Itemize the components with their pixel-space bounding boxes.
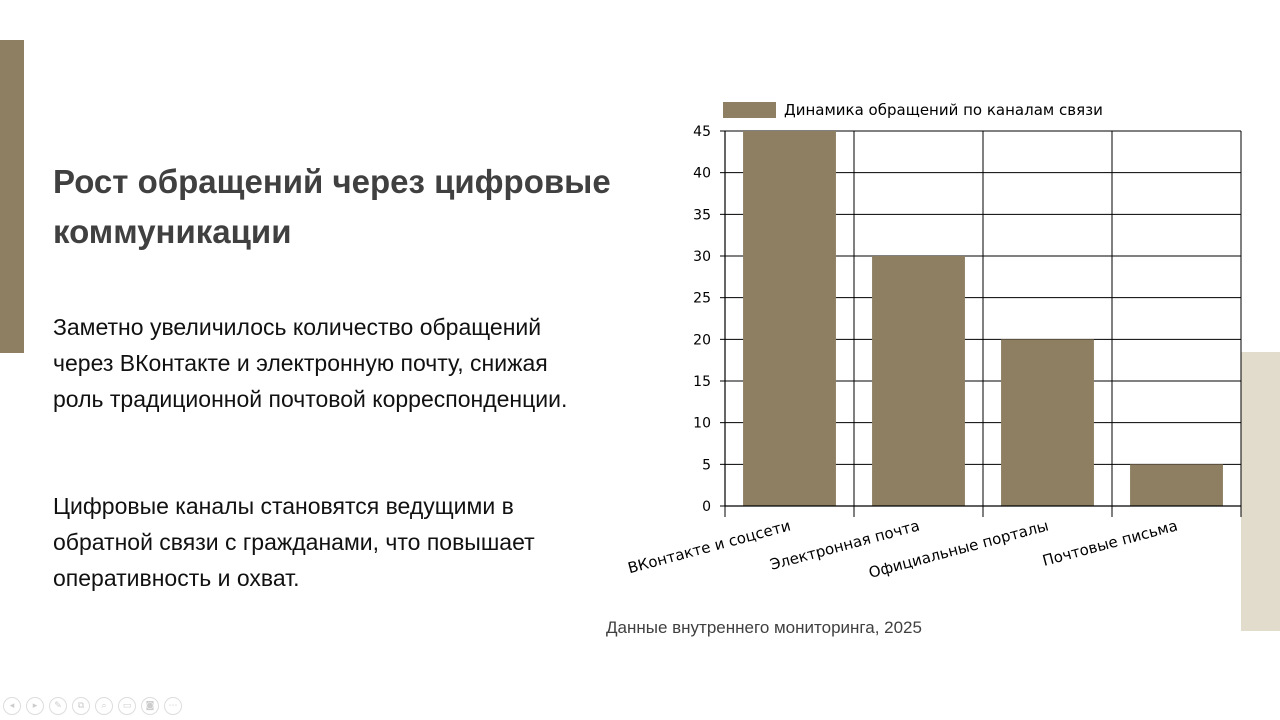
- y-tick-label: 35: [693, 207, 711, 223]
- bar: [1130, 464, 1223, 506]
- pen-icon[interactable]: ✎: [49, 697, 67, 715]
- chart-legend: Динамика обращений по каналам связи: [723, 101, 1103, 119]
- data-source-caption: Данные внутреннего мониторинга, 2025: [606, 618, 922, 637]
- bar: [872, 256, 965, 506]
- y-tick-label: 0: [702, 499, 711, 515]
- y-tick-label: 25: [693, 291, 711, 307]
- zoom-icon[interactable]: ⌕: [95, 697, 113, 715]
- next-arrow-icon[interactable]: ▸: [26, 697, 44, 715]
- more-icon[interactable]: ⋯: [164, 697, 182, 715]
- camera-icon[interactable]: ◙: [141, 697, 159, 715]
- bar: [743, 131, 836, 506]
- y-tick-label: 30: [693, 249, 711, 265]
- x-category-label: Почтовые письма: [1041, 516, 1180, 569]
- legend-label: Динамика обращений по каналам связи: [784, 101, 1103, 119]
- y-tick-label: 20: [693, 332, 711, 348]
- body-paragraph-1: Заметно увеличилось количество обращений…: [53, 314, 568, 412]
- y-tick-label: 10: [693, 416, 711, 432]
- y-tick-label: 45: [693, 124, 711, 140]
- accent-bar-left: [0, 40, 24, 353]
- chart-bars: [743, 131, 1223, 506]
- prev-arrow-icon[interactable]: ◂: [3, 697, 21, 715]
- bar: [1001, 339, 1094, 506]
- chart-axes: [720, 130, 1242, 517]
- subtitles-icon[interactable]: ▭: [118, 697, 136, 715]
- x-category-label: ВКонтакте и соцсети: [626, 516, 793, 577]
- y-tick-label: 15: [693, 374, 711, 390]
- slide-title: Рост обращений через цифровые коммуникац…: [53, 163, 611, 250]
- presentation-toolbar: ◂ ▸ ✎ ⧉ ⌕ ▭ ◙ ⋯: [3, 697, 182, 715]
- body-paragraph-2: Цифровые каналы становятся ведущими в об…: [53, 493, 535, 591]
- y-tick-label: 5: [702, 457, 711, 473]
- accent-bar-right: [1241, 352, 1280, 631]
- legend-swatch: [723, 102, 776, 118]
- y-tick-label: 40: [693, 166, 711, 182]
- copy-icon[interactable]: ⧉: [72, 697, 90, 715]
